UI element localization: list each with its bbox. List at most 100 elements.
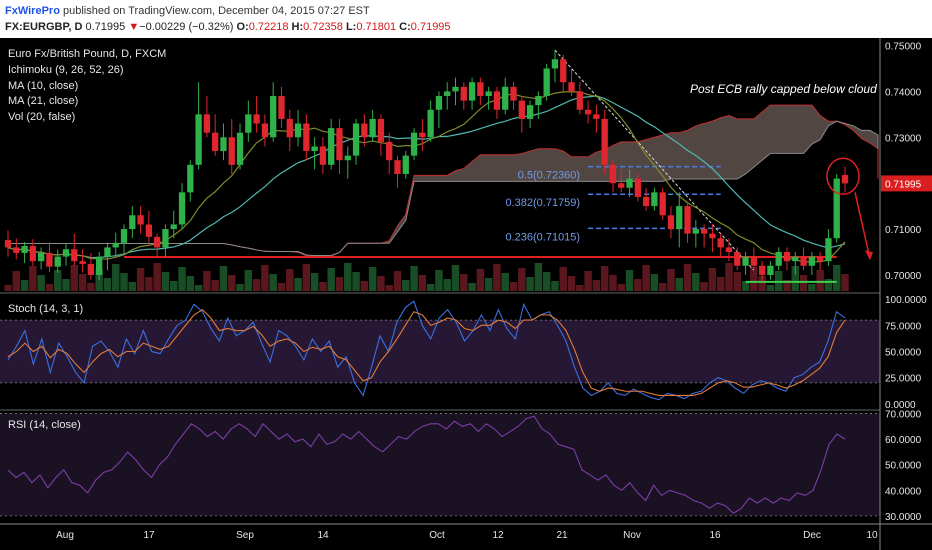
candle-body[interactable] bbox=[195, 114, 202, 165]
candle-body[interactable] bbox=[493, 91, 501, 110]
candle-body[interactable] bbox=[245, 114, 252, 133]
candle-body[interactable] bbox=[734, 251, 741, 266]
rsi-pane[interactable] bbox=[0, 413, 880, 517]
candle-body[interactable] bbox=[112, 242, 119, 248]
candle-body[interactable] bbox=[535, 95, 542, 106]
candle-body[interactable] bbox=[220, 137, 227, 152]
candle-body[interactable] bbox=[468, 82, 476, 101]
publisher-link[interactable]: FxWirePro bbox=[5, 5, 60, 17]
candle-body[interactable] bbox=[700, 229, 708, 234]
candle-body[interactable] bbox=[162, 229, 169, 248]
candle-body[interactable] bbox=[187, 164, 194, 193]
candle-body[interactable] bbox=[626, 178, 633, 188]
candle-body[interactable] bbox=[684, 206, 691, 234]
candle-body[interactable] bbox=[419, 132, 426, 138]
candle-body[interactable] bbox=[833, 178, 840, 239]
candle-body[interactable] bbox=[328, 128, 335, 165]
candle-body[interactable] bbox=[560, 59, 567, 83]
candle-body[interactable] bbox=[154, 236, 161, 248]
candle-body[interactable] bbox=[676, 206, 683, 230]
candle-body[interactable] bbox=[767, 265, 774, 275]
candle-body[interactable] bbox=[46, 252, 53, 267]
candle-body[interactable] bbox=[568, 82, 575, 92]
candle-body[interactable] bbox=[502, 86, 509, 110]
candle-body[interactable] bbox=[62, 249, 70, 257]
candle-body[interactable] bbox=[129, 215, 136, 230]
candle-body[interactable] bbox=[642, 196, 650, 207]
candle-body[interactable] bbox=[253, 114, 260, 124]
candle-body[interactable] bbox=[526, 105, 534, 119]
candle-body[interactable] bbox=[71, 249, 78, 262]
candle-body[interactable] bbox=[435, 95, 443, 110]
candle-body[interactable] bbox=[29, 246, 37, 262]
candle-body[interactable] bbox=[137, 215, 144, 225]
candle-body[interactable] bbox=[236, 132, 244, 165]
candle-body[interactable] bbox=[816, 256, 824, 262]
candle-body[interactable] bbox=[386, 141, 393, 161]
candle-body[interactable] bbox=[270, 95, 277, 138]
candle-body[interactable] bbox=[402, 155, 409, 174]
candle-body[interactable] bbox=[576, 91, 583, 110]
candle-body[interactable] bbox=[518, 100, 525, 119]
candle-body[interactable] bbox=[543, 68, 550, 96]
candle-body[interactable] bbox=[808, 256, 816, 266]
candle-body[interactable] bbox=[758, 265, 766, 275]
candle-body[interactable] bbox=[120, 229, 128, 243]
candle-body[interactable] bbox=[601, 118, 608, 165]
candle-body[interactable] bbox=[21, 246, 28, 253]
price-pane[interactable]: 0.5(0.72360) 0.382(0.71759) 0.236(0.71015) bbox=[4, 49, 879, 291]
candle-body[interactable] bbox=[37, 252, 45, 262]
candle-body[interactable] bbox=[792, 256, 799, 262]
candle-body[interactable] bbox=[841, 174, 849, 184]
candle-body[interactable] bbox=[477, 82, 484, 96]
candle-body[interactable] bbox=[4, 240, 12, 248]
candle-body[interactable] bbox=[79, 261, 86, 264]
candle-body[interactable] bbox=[800, 256, 807, 266]
candle-body[interactable] bbox=[667, 215, 675, 230]
candle-body[interactable] bbox=[87, 263, 95, 275]
candle-body[interactable] bbox=[319, 146, 327, 165]
candle-body[interactable] bbox=[775, 251, 782, 266]
candle-body[interactable] bbox=[427, 109, 434, 138]
candle-body[interactable] bbox=[344, 155, 351, 161]
candle-body[interactable] bbox=[104, 247, 111, 257]
candle-body[interactable] bbox=[212, 132, 219, 152]
candle-body[interactable] bbox=[178, 192, 186, 225]
candle-body[interactable] bbox=[593, 114, 600, 119]
candle-body[interactable] bbox=[452, 86, 459, 92]
candle-body[interactable] bbox=[261, 123, 269, 138]
candle-body[interactable] bbox=[444, 91, 451, 96]
candle-body[interactable] bbox=[203, 114, 211, 133]
candle-body[interactable] bbox=[286, 118, 293, 138]
candle-body[interactable] bbox=[659, 192, 666, 216]
candle-body[interactable] bbox=[717, 238, 724, 248]
candle-body[interactable] bbox=[692, 229, 699, 234]
candle-body[interactable] bbox=[551, 59, 559, 69]
candle-body[interactable] bbox=[278, 95, 285, 119]
candle-body[interactable] bbox=[460, 86, 467, 101]
chart-canvas[interactable]: 0.5(0.72360) 0.382(0.71759) 0.236(0.71015)… bbox=[0, 38, 932, 550]
candle-body[interactable] bbox=[742, 256, 749, 266]
candle-body[interactable] bbox=[352, 123, 360, 156]
candle-body[interactable] bbox=[336, 128, 343, 161]
candle-body[interactable] bbox=[584, 109, 592, 115]
candle-body[interactable] bbox=[294, 123, 302, 138]
candle-body[interactable] bbox=[54, 256, 61, 267]
candle-body[interactable] bbox=[783, 251, 791, 262]
candle-body[interactable] bbox=[369, 118, 376, 138]
stoch-pane[interactable] bbox=[0, 300, 880, 401]
candle-body[interactable] bbox=[361, 123, 368, 138]
candle-body[interactable] bbox=[394, 160, 401, 174]
candle-body[interactable] bbox=[510, 86, 517, 101]
candle-body[interactable] bbox=[410, 132, 418, 156]
candle-body[interactable] bbox=[485, 91, 492, 96]
candle-body[interactable] bbox=[825, 238, 832, 262]
candle-body[interactable] bbox=[311, 146, 318, 152]
candle-body[interactable] bbox=[145, 224, 153, 237]
candle-body[interactable] bbox=[96, 256, 103, 275]
candle-body[interactable] bbox=[725, 247, 733, 252]
candle-body[interactable] bbox=[377, 118, 385, 142]
candle-body[interactable] bbox=[651, 192, 658, 207]
candle-body[interactable] bbox=[170, 224, 177, 230]
candle-body[interactable] bbox=[13, 247, 20, 253]
